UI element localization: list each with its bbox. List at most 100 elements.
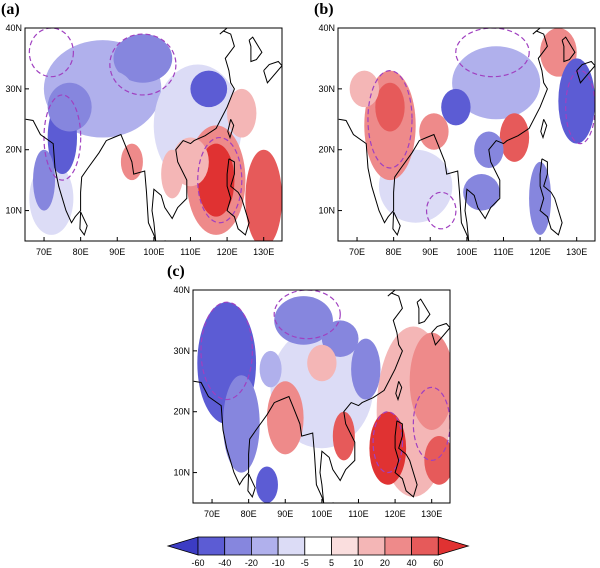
colorbar-label: 5 [329,558,334,568]
anomaly-patch [349,70,380,108]
lon-label: 100E [143,247,164,257]
anomaly-patch [409,332,450,430]
colorbar-swatch [384,536,412,556]
contour-line [197,136,243,224]
anomaly-patch [266,381,304,455]
lon-label: 90E [422,247,438,257]
contour-line [455,28,530,78]
anomaly-patch [113,34,173,83]
colorbar-label: -40 [218,558,231,568]
contour-line [28,28,74,78]
anomaly-patch [274,296,333,345]
contour-line [565,70,595,145]
colorbar-swatch [166,536,199,556]
lon-label: 80E [386,247,402,257]
coastline [464,28,548,241]
anomaly-patch [222,375,260,473]
lat-label: 10N [5,206,22,216]
contour-line [425,191,457,230]
anomaly-patch [255,466,278,503]
coastline [319,290,403,503]
lat-label: 30N [173,346,190,356]
lat-label: 20N [173,407,190,417]
anomaly-patch [87,70,132,108]
colorbar-swatch [197,536,226,556]
colorbar-label: 20 [380,558,390,568]
anomaly-patch [332,411,355,461]
anomaly-patch [161,149,184,199]
map-field [338,28,595,241]
coastline [416,298,431,325]
lat-label: 20N [5,145,22,155]
lon-label: 90E [109,247,125,257]
contour-line [367,69,413,169]
lon-label: 120E [385,509,406,519]
coastline [338,118,479,241]
coastline [227,119,235,140]
colorbar-label: -60 [191,558,204,568]
lon-label: 130E [253,247,274,257]
colorbar-swatch [331,536,359,556]
lon-label: 110E [493,247,513,257]
coastline [263,60,282,84]
coastline [540,119,548,140]
lon-label: 90E [277,509,293,519]
anomaly-patch [463,174,500,211]
colorbar: -60 -40 -20 -10 -5 5 10 20 40 60 [166,536,470,568]
lon-label: 70E [349,247,365,257]
colorbar-swatch [304,536,332,556]
coastline [392,211,401,236]
colorbar-label: 10 [353,558,363,568]
anomaly-patch [375,82,405,132]
coastline [576,60,595,84]
anomaly-patch [424,436,450,485]
lon-label: 120E [530,247,551,257]
colorbar-label: -5 [301,558,309,568]
coastline [561,36,576,63]
lat-label: 30N [318,84,335,94]
coastline [248,36,263,63]
panel-label: (c) [167,263,185,280]
contour-line [200,301,253,401]
coastline [247,473,256,498]
anomaly-patch [259,350,282,388]
coastline [151,28,235,241]
colorbar-label: 60 [433,558,443,568]
lon-label: 130E [421,509,442,519]
coastline [395,381,403,402]
contour-line [109,33,177,96]
coastline [25,118,166,241]
colorbar-swatch [250,536,279,556]
anomaly-patch [307,344,337,382]
coastline [79,211,88,236]
colorbar-label: 40 [407,558,417,568]
colorbar-swatch [437,536,470,556]
anomaly-patch [227,88,257,138]
coastline [539,158,563,236]
contour-line [273,290,341,340]
lon-label: 80E [73,247,89,257]
lat-label: 20N [318,145,335,155]
lon-label: 120E [217,247,238,257]
lon-label: 100E [311,509,332,519]
colorbar-swatch [357,536,386,556]
colorbar-swatch [224,536,252,556]
lon-label: 70E [204,509,220,519]
lat-label: 10N [318,206,335,216]
lon-label: 110E [348,509,368,519]
lon-label: 100E [456,247,477,257]
lat-label: 30N [5,84,22,94]
lat-label: 40N [5,23,22,33]
map-field [193,290,450,503]
coastline [431,322,450,346]
anomaly-patch [351,338,381,400]
colorbar-label: -20 [245,558,258,568]
lat-label: 40N [318,23,335,33]
map-field [25,28,282,241]
colorbar-label: -10 [272,558,285,568]
map-panel: (a) 40N 30N 20N 10N 70E 80E 90E 100E 110E 120E 130E [1,1,283,257]
anomaly-patch [47,82,92,132]
lon-label: 130E [566,247,587,257]
colorbar-swatch [411,536,439,556]
